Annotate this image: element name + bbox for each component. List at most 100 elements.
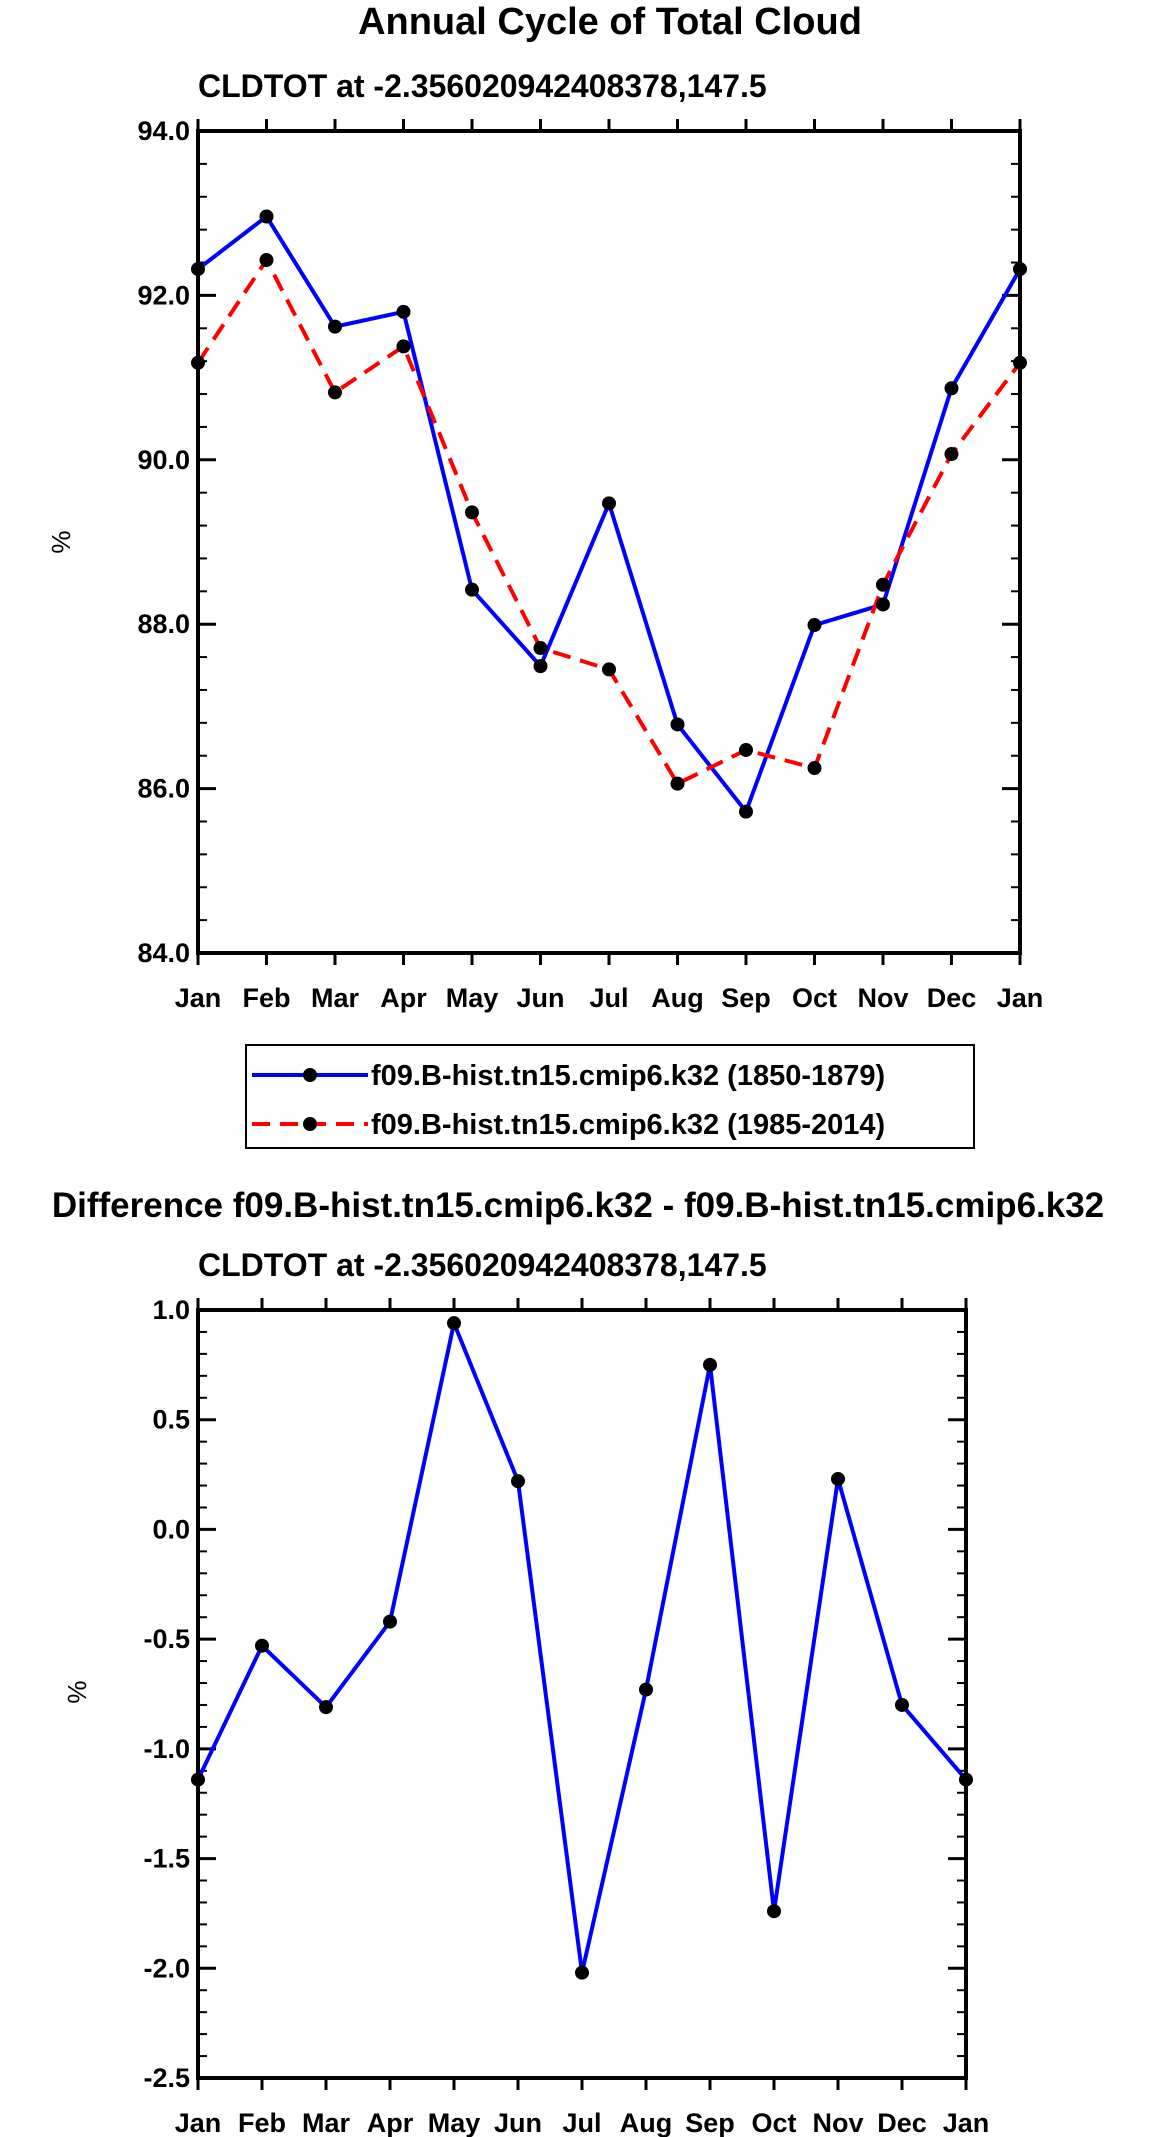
data-point-s1-3 xyxy=(396,304,411,319)
chart1-x-tick-labels: Jan Feb Mar Apr May Jun Jul Aug Sep Oct Nov Dec Jan xyxy=(175,983,1044,1013)
data-point-s2-5 xyxy=(533,641,548,656)
data-point-s2-11 xyxy=(944,447,959,462)
data-point-s1-11 xyxy=(944,381,959,396)
chart2-x-tick-labels: Jan Feb Mar Apr May Jun Jul Aug Sep Oct Nov Dec Jan xyxy=(175,2108,990,2137)
data-point-s2-4 xyxy=(465,505,479,520)
legend-marker-1 xyxy=(303,1068,317,1082)
x-tick-label: Jan xyxy=(175,2108,222,2137)
y-tick-label: 0.5 xyxy=(152,1405,190,1435)
y-tick-label: 1.0 xyxy=(152,1295,190,1325)
y-tick-label: 84.0 xyxy=(137,938,190,968)
legend-marker-2 xyxy=(303,1117,317,1131)
data-point-s2-9 xyxy=(807,761,822,776)
chart1-legend: f09.B-hist.tn15.cmip6.k32 (1850-1879) f0… xyxy=(245,1044,975,1149)
data-point-s1-6 xyxy=(602,496,616,511)
chart2-subtitle: CLDTOT at -2.356020942408378,147.5 xyxy=(198,1247,767,1283)
chart1-y-tick-labels: 84.0 86.0 88.0 90.0 92.0 94.0 xyxy=(137,116,190,968)
data-point-s1-8 xyxy=(703,1357,717,1372)
y-tick-label: -2.5 xyxy=(143,2063,190,2093)
x-tick-label: Sep xyxy=(721,983,771,1013)
data-point-s1-4 xyxy=(465,582,479,597)
data-point-s1-4 xyxy=(447,1316,461,1331)
legend-label-1: f09.B-hist.tn15.cmip6.k32 (1850-1879) xyxy=(371,1060,885,1092)
data-point-s1-10 xyxy=(831,1471,845,1486)
x-tick-label: Jun xyxy=(494,2108,542,2137)
data-point-s1-5 xyxy=(511,1474,525,1489)
legend-label-2: f09.B-hist.tn15.cmip6.k32 (1985-2014) xyxy=(371,1109,885,1141)
difference-chart: Difference f09.B-hist.tn15.cmip6.k32 - f… xyxy=(52,1186,1104,2137)
y-tick-label: 90.0 xyxy=(137,445,190,475)
data-point-s1-10 xyxy=(876,597,890,612)
data-point-s1-7 xyxy=(639,1682,653,1697)
series-line-1 xyxy=(196,214,1022,814)
x-tick-label: Jan xyxy=(175,983,222,1013)
data-point-s1-3 xyxy=(383,1614,397,1629)
data-point-s1-9 xyxy=(767,1904,781,1919)
data-point-s2-1 xyxy=(259,253,274,268)
series-line-1 xyxy=(196,1321,968,1975)
x-tick-label: Apr xyxy=(380,983,427,1013)
data-point-s2-7 xyxy=(670,776,685,791)
data-point-s2-2 xyxy=(328,385,342,400)
chart1-title: Annual Cycle of Total Cloud xyxy=(358,1,862,43)
chart1-ticks xyxy=(196,119,1022,965)
data-point-s1-1 xyxy=(259,209,274,224)
data-point-s1-2 xyxy=(328,319,342,334)
x-tick-label: May xyxy=(446,983,499,1013)
x-tick-label: Mar xyxy=(302,2108,351,2137)
data-point-s1-11 xyxy=(895,1697,909,1712)
data-point-s2-8 xyxy=(739,742,753,757)
x-tick-label: Aug xyxy=(651,983,703,1013)
y-tick-label: -2.0 xyxy=(143,1953,190,1983)
y-tick-label: -0.5 xyxy=(143,1624,190,1654)
x-tick-label: Aug xyxy=(620,2108,672,2137)
chart2-y-tick-labels: -2.5 -2.0 -1.5 -1.0 -0.5 0.0 0.5 1.0 xyxy=(143,1295,190,2093)
y-tick-label: 0.0 xyxy=(152,1514,190,1544)
data-point-s2-6 xyxy=(602,662,616,677)
chart1-plot-frame xyxy=(196,129,1022,955)
x-tick-label: Jun xyxy=(516,983,564,1013)
chart1-subtitle: CLDTOT at -2.356020942408378,147.5 xyxy=(198,68,767,104)
x-tick-label: Oct xyxy=(751,2108,796,2137)
x-tick-label: Jan xyxy=(943,2108,990,2137)
y-tick-label: 92.0 xyxy=(137,280,190,310)
chart1-series xyxy=(191,209,1027,819)
y-tick-label: -1.5 xyxy=(143,1844,190,1874)
chart2-title: Difference f09.B-hist.tn15.cmip6.k32 - f… xyxy=(52,1186,1104,1225)
data-point-s2-10 xyxy=(876,577,890,592)
data-point-s1-7 xyxy=(670,717,685,732)
data-point-s1-5 xyxy=(533,659,548,674)
chart2-y-axis-label: % xyxy=(62,1680,92,1703)
data-point-s2-3 xyxy=(396,339,411,354)
x-tick-label: Oct xyxy=(792,983,837,1013)
y-tick-label: 94.0 xyxy=(137,116,190,146)
chart2-plot-frame xyxy=(196,1308,968,2080)
x-tick-label: Dec xyxy=(877,2108,927,2137)
y-tick-label: -1.0 xyxy=(143,1734,190,1764)
x-tick-label: Nov xyxy=(857,983,908,1013)
chart1-y-axis-label: % xyxy=(46,530,76,553)
annual-cycle-chart: Annual Cycle of Total Cloud CLDTOT at -2… xyxy=(46,1,1044,1149)
legend-entry-1: f09.B-hist.tn15.cmip6.k32 (1850-1879) xyxy=(252,1060,885,1092)
data-point-s1-2 xyxy=(319,1700,333,1715)
series-line-2 xyxy=(196,258,1022,786)
chart2-series xyxy=(191,1316,973,1980)
x-tick-label: Nov xyxy=(812,2108,863,2137)
legend-frame xyxy=(245,1044,975,1149)
x-tick-label: Jan xyxy=(997,983,1044,1013)
y-tick-label: 86.0 xyxy=(137,774,190,804)
x-tick-label: Jul xyxy=(589,983,628,1013)
data-point-s1-6 xyxy=(575,1965,589,1980)
x-tick-label: Dec xyxy=(927,983,977,1013)
x-tick-label: Apr xyxy=(367,2108,414,2137)
legend-entry-2: f09.B-hist.tn15.cmip6.k32 (1985-2014) xyxy=(252,1109,885,1141)
data-point-s1-8 xyxy=(739,804,753,819)
data-point-s1-9 xyxy=(807,618,822,633)
x-tick-label: Feb xyxy=(238,2108,286,2137)
x-tick-label: May xyxy=(428,2108,481,2137)
x-tick-label: Feb xyxy=(242,983,290,1013)
x-tick-label: Jul xyxy=(562,2108,601,2137)
y-tick-label: 88.0 xyxy=(137,609,190,639)
x-tick-label: Mar xyxy=(311,983,360,1013)
